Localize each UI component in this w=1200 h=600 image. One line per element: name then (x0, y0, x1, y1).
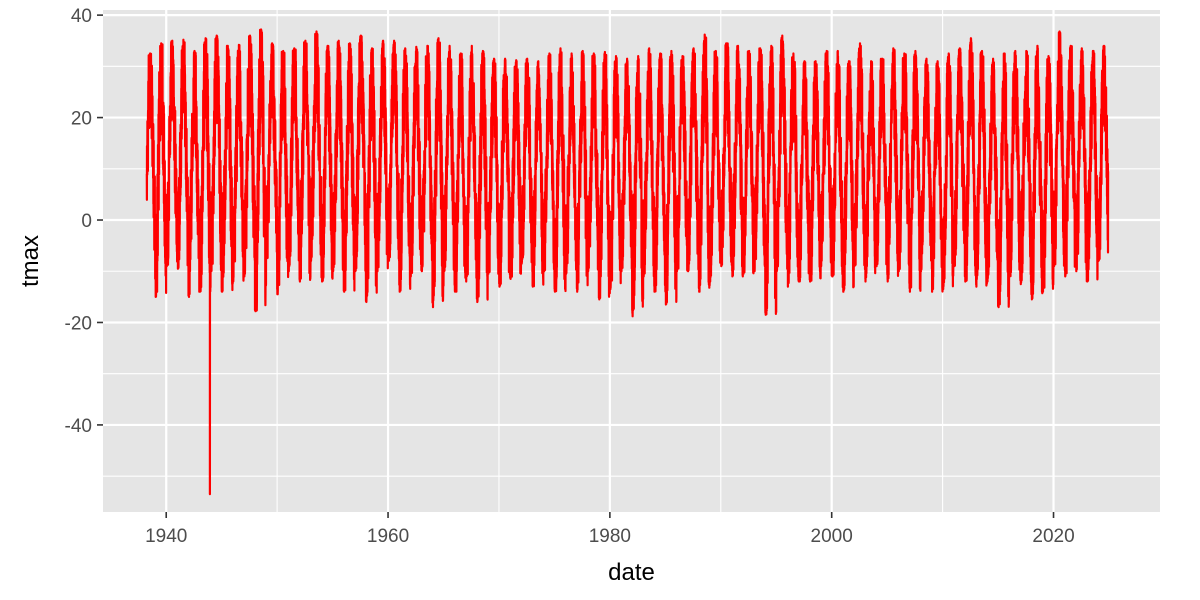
x-tick-label: 2020 (1032, 526, 1074, 547)
x-tick-label: 1940 (145, 526, 187, 547)
x-tick-label: 1960 (367, 526, 409, 547)
y-tick-label: -40 (65, 416, 92, 437)
y-tick-label: 0 (81, 211, 92, 232)
x-axis-title: date (608, 559, 655, 586)
y-tick-label: 20 (71, 109, 92, 130)
y-axis: 40 20 0 -20 -40 (65, 6, 103, 437)
tmax-series-line (145, 28, 1110, 496)
y-tick-label: -20 (65, 313, 92, 334)
y-tick-label: 40 (71, 6, 92, 27)
x-tick-label: 1980 (589, 526, 631, 547)
x-tick-label: 2000 (811, 526, 853, 547)
x-axis: 1940 1960 1980 2000 2020 (145, 512, 1075, 547)
y-axis-title: tmax (17, 235, 44, 287)
